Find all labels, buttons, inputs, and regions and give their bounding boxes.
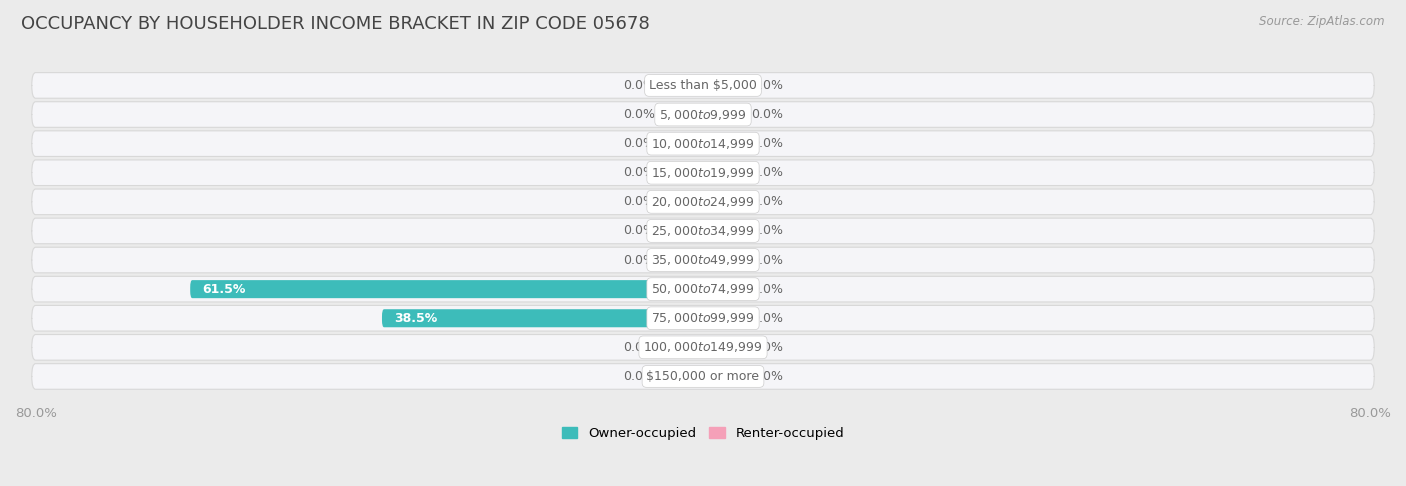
Text: $100,000 to $149,999: $100,000 to $149,999 [644,340,762,354]
Text: $5,000 to $9,999: $5,000 to $9,999 [659,107,747,122]
Text: 0.0%: 0.0% [623,137,655,150]
Text: 0.0%: 0.0% [751,195,783,208]
Text: $25,000 to $34,999: $25,000 to $34,999 [651,224,755,238]
FancyBboxPatch shape [703,367,745,385]
Text: 38.5%: 38.5% [395,312,437,325]
Text: 61.5%: 61.5% [202,283,246,295]
Text: 0.0%: 0.0% [751,137,783,150]
FancyBboxPatch shape [703,280,745,298]
Text: Source: ZipAtlas.com: Source: ZipAtlas.com [1260,15,1385,28]
Text: Less than $5,000: Less than $5,000 [650,79,756,92]
FancyBboxPatch shape [661,222,703,240]
Text: 0.0%: 0.0% [751,225,783,238]
FancyBboxPatch shape [32,364,1374,389]
Text: OCCUPANCY BY HOUSEHOLDER INCOME BRACKET IN ZIP CODE 05678: OCCUPANCY BY HOUSEHOLDER INCOME BRACKET … [21,15,650,33]
Text: 0.0%: 0.0% [623,79,655,92]
Text: 0.0%: 0.0% [623,225,655,238]
FancyBboxPatch shape [32,131,1374,156]
FancyBboxPatch shape [661,164,703,182]
FancyBboxPatch shape [32,247,1374,273]
FancyBboxPatch shape [703,76,745,94]
Text: 0.0%: 0.0% [623,341,655,354]
FancyBboxPatch shape [661,193,703,211]
FancyBboxPatch shape [661,338,703,356]
Text: 0.0%: 0.0% [751,166,783,179]
FancyBboxPatch shape [661,76,703,94]
Text: $10,000 to $14,999: $10,000 to $14,999 [651,137,755,151]
FancyBboxPatch shape [32,160,1374,186]
Text: $15,000 to $19,999: $15,000 to $19,999 [651,166,755,180]
FancyBboxPatch shape [32,218,1374,244]
FancyBboxPatch shape [32,334,1374,360]
FancyBboxPatch shape [190,280,703,298]
Text: 0.0%: 0.0% [751,79,783,92]
FancyBboxPatch shape [661,367,703,385]
FancyBboxPatch shape [661,135,703,153]
Text: 0.0%: 0.0% [751,312,783,325]
Text: 0.0%: 0.0% [751,370,783,383]
Text: 0.0%: 0.0% [623,195,655,208]
FancyBboxPatch shape [32,72,1374,98]
FancyBboxPatch shape [661,251,703,269]
Text: 0.0%: 0.0% [623,166,655,179]
FancyBboxPatch shape [661,105,703,123]
Text: 0.0%: 0.0% [751,254,783,266]
Legend: Owner-occupied, Renter-occupied: Owner-occupied, Renter-occupied [557,422,849,445]
FancyBboxPatch shape [703,135,745,153]
Text: 0.0%: 0.0% [751,108,783,121]
FancyBboxPatch shape [703,338,745,356]
FancyBboxPatch shape [703,164,745,182]
FancyBboxPatch shape [703,222,745,240]
FancyBboxPatch shape [703,193,745,211]
FancyBboxPatch shape [703,105,745,123]
Text: 0.0%: 0.0% [623,370,655,383]
FancyBboxPatch shape [382,309,703,327]
Text: 0.0%: 0.0% [623,254,655,266]
Text: $150,000 or more: $150,000 or more [647,370,759,383]
FancyBboxPatch shape [32,277,1374,302]
FancyBboxPatch shape [32,102,1374,127]
FancyBboxPatch shape [703,251,745,269]
FancyBboxPatch shape [32,305,1374,331]
Text: $75,000 to $99,999: $75,000 to $99,999 [651,311,755,325]
Text: $20,000 to $24,999: $20,000 to $24,999 [651,195,755,209]
Text: $35,000 to $49,999: $35,000 to $49,999 [651,253,755,267]
Text: 0.0%: 0.0% [751,341,783,354]
Text: $50,000 to $74,999: $50,000 to $74,999 [651,282,755,296]
Text: 0.0%: 0.0% [751,283,783,295]
FancyBboxPatch shape [32,189,1374,215]
FancyBboxPatch shape [703,309,745,327]
Text: 0.0%: 0.0% [623,108,655,121]
